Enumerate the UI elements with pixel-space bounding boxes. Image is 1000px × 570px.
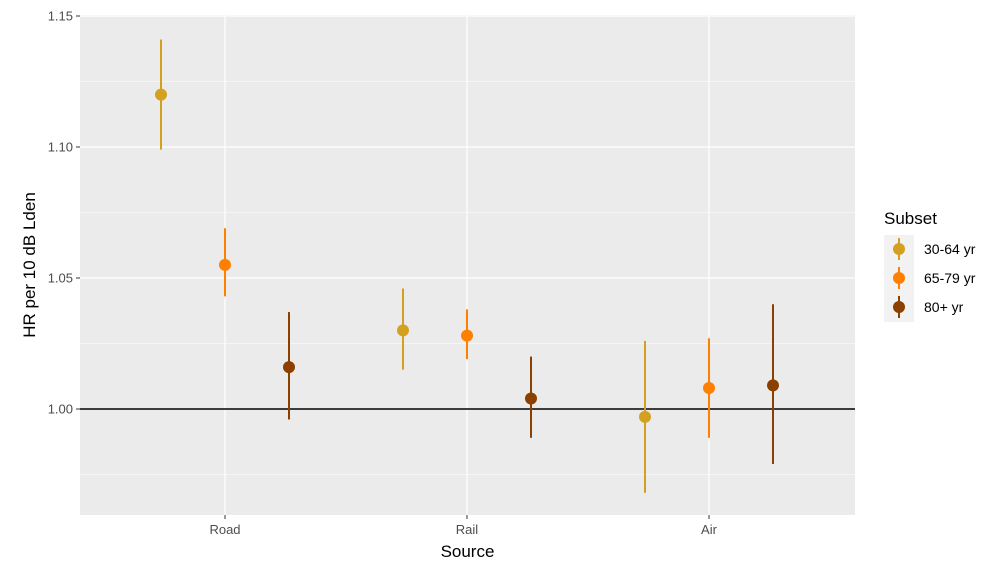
y-tick-label: 1.15 bbox=[48, 9, 73, 24]
x-tick-label: Rail bbox=[456, 522, 479, 537]
x-tick-label: Road bbox=[209, 522, 240, 537]
x-axis-title: Source bbox=[441, 542, 495, 561]
data-point bbox=[525, 392, 537, 405]
y-axis-title: HR per 10 dB Lden bbox=[20, 192, 39, 338]
y-tick-label: 1.05 bbox=[48, 271, 73, 286]
legend-key-point bbox=[893, 272, 905, 284]
legend-label: 80+ yr bbox=[924, 299, 964, 315]
data-point bbox=[639, 410, 651, 423]
legend-label: 30-64 yr bbox=[924, 241, 976, 257]
data-point bbox=[767, 379, 779, 392]
legend-label: 65-79 yr bbox=[924, 270, 976, 286]
y-tick-label: 1.00 bbox=[48, 402, 73, 417]
data-point bbox=[703, 382, 715, 395]
data-point bbox=[461, 329, 473, 342]
data-point bbox=[155, 88, 167, 101]
legend-key-point bbox=[893, 301, 905, 313]
data-point bbox=[283, 361, 295, 374]
y-tick-label: 1.10 bbox=[48, 140, 73, 155]
legend-key-point bbox=[893, 243, 905, 255]
data-point bbox=[219, 258, 231, 271]
x-tick-label: Air bbox=[701, 522, 718, 537]
data-point bbox=[397, 324, 409, 337]
legend-title: Subset bbox=[884, 209, 937, 228]
